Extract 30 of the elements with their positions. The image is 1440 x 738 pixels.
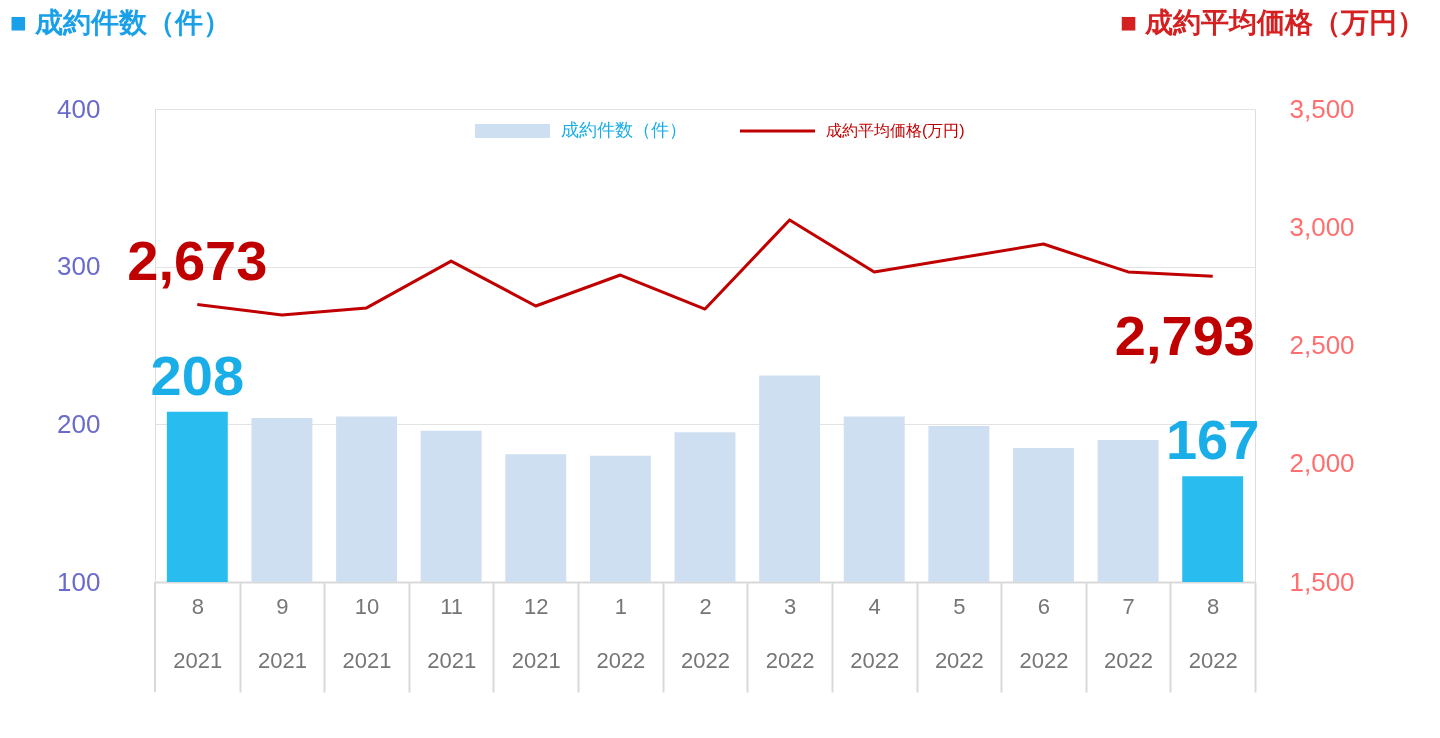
y-tick-label: 100 [57,566,101,597]
legend-label: 成約平均価格(万円) [826,122,965,139]
y2-tick-label: 3,500 [1289,93,1355,124]
category-label: 3 2022 [765,593,815,673]
category-label: 6 2022 [1019,593,1069,673]
y2-tick-label: 2,500 [1289,330,1355,360]
y-tick-label: 400 [57,93,101,124]
y-tick-label: 200 [57,408,101,439]
category-label: 8 2021 [173,593,223,673]
category-label: 12 2021 [511,593,561,673]
category-label: 4 2022 [850,593,900,673]
category-label: 1 2022 [596,593,646,673]
data-label: 2,793 [1114,304,1255,368]
category-label: 7 2022 [1104,593,1154,673]
y-axis-title: ■ 成約件数（件） [10,7,231,38]
data-label: 167 [1165,408,1260,472]
data-label: 208 [150,343,245,407]
category-label: 9 2021 [257,593,307,673]
y2-tick-label: 3,000 [1289,211,1355,242]
category-label: 8 2022 [1188,593,1238,673]
y2-tick-label: 2,000 [1289,448,1355,479]
y2-tick-label: 1,500 [1289,566,1355,597]
y-tick-label: 300 [57,251,101,282]
category-label: 11 2021 [427,593,477,673]
category-label: 10 2021 [342,593,392,673]
category-label: 5 2022 [934,593,984,673]
legend-label: 成約件数（件） [561,120,687,140]
category-label: 2 2022 [681,593,730,673]
data-label: 2,673 [127,228,268,292]
y2-axis-title: ■ 成約平均価格（万円） [1120,7,1425,38]
